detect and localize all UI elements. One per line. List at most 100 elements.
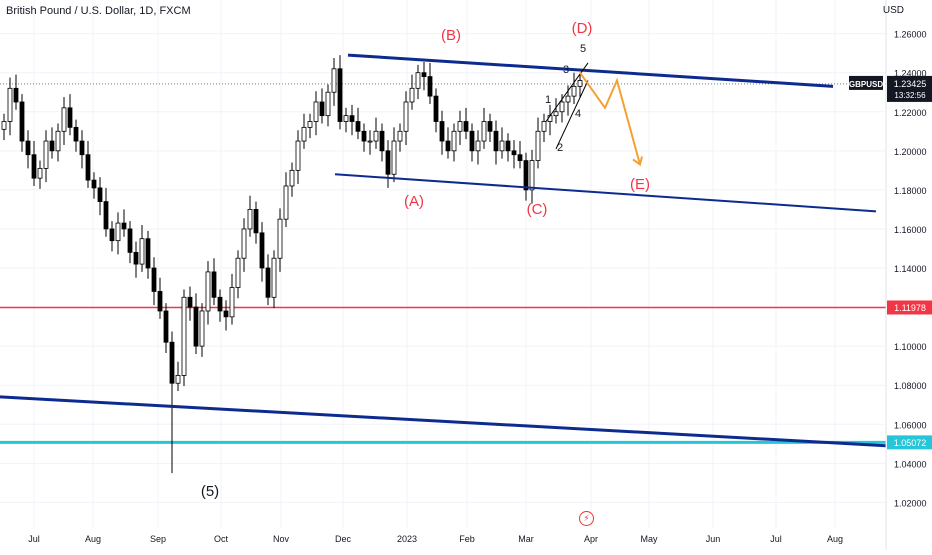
candle-body xyxy=(499,140,505,152)
candle-body xyxy=(391,140,397,175)
candle-body xyxy=(367,140,373,143)
candle-body xyxy=(19,101,25,142)
y-tick-label: 1.20000 xyxy=(894,147,927,157)
candle-body xyxy=(55,130,61,152)
symbol-title: British Pound / U.S. Dollar, 1D, FXCM xyxy=(6,5,191,17)
candle-body xyxy=(553,111,559,117)
candle-body xyxy=(487,121,493,132)
candle-body xyxy=(427,76,433,97)
level-price-label: 1.05072 xyxy=(894,438,927,448)
x-tick-label: Sep xyxy=(150,534,166,544)
candle-body xyxy=(421,72,427,77)
candle-body xyxy=(205,271,211,312)
candle-body xyxy=(559,101,565,113)
candle-body xyxy=(577,80,583,87)
candle-body xyxy=(115,222,121,242)
candle-body xyxy=(97,187,103,202)
symbol-tag-label: GBPUSD xyxy=(849,80,883,89)
wave-label: (D) xyxy=(572,20,593,37)
x-tick-label: Apr xyxy=(584,534,598,544)
candle-body xyxy=(373,130,379,142)
candle-body xyxy=(235,257,241,288)
candle-body xyxy=(217,296,223,312)
y-tick-label: 1.14000 xyxy=(894,264,927,274)
symbol-tag xyxy=(849,75,883,90)
candle-body xyxy=(271,257,277,298)
x-tick-label: Jun xyxy=(706,534,721,544)
candle-body xyxy=(397,130,403,142)
candle-body xyxy=(199,310,205,347)
candle-body xyxy=(241,228,247,259)
lower-channel-line xyxy=(334,173,877,213)
candle-body xyxy=(349,115,355,122)
candle-body xyxy=(265,267,271,298)
candle-body xyxy=(223,310,229,318)
candle-body xyxy=(385,150,391,175)
candle-body xyxy=(151,267,157,292)
projection-path xyxy=(579,72,641,165)
candle-body xyxy=(379,130,385,152)
candle-body xyxy=(1,121,7,130)
x-tick-label: Jul xyxy=(28,534,40,544)
y-tick-label: 1.26000 xyxy=(894,30,927,40)
wave-label: 3 xyxy=(563,64,569,76)
candle-body xyxy=(361,130,367,142)
candle-body xyxy=(433,95,439,122)
candle-body xyxy=(313,101,319,122)
wave-label: (B) xyxy=(441,27,461,44)
candle-body xyxy=(31,154,37,179)
x-tick-label: Dec xyxy=(335,534,352,544)
candle-body xyxy=(463,121,469,132)
candle-body xyxy=(229,287,235,318)
wave-label: 1 xyxy=(545,94,551,106)
current-price-value: 1.23425 xyxy=(894,79,927,89)
candle-body xyxy=(7,87,13,122)
candle-body xyxy=(445,140,451,152)
candle-body xyxy=(409,87,415,103)
candle-body xyxy=(505,140,511,152)
current-price-tag xyxy=(887,75,932,102)
x-tick-label: Jul xyxy=(770,534,782,544)
tradingview-logo-icon[interactable]: ⚡ xyxy=(579,511,594,526)
candle-body xyxy=(139,238,145,265)
candle-body xyxy=(181,296,187,376)
x-tick-label: Aug xyxy=(827,534,843,544)
candle-body xyxy=(43,140,49,169)
x-tick-label: Mar xyxy=(518,534,534,544)
candle-body xyxy=(517,154,523,161)
level-price-label: 1.11978 xyxy=(894,303,926,313)
level-price-tag xyxy=(887,300,932,315)
wedge-lower-line xyxy=(555,80,589,150)
candle-body xyxy=(259,232,265,269)
y-tick-label: 1.08000 xyxy=(894,381,927,391)
y-tick-label: 1.22000 xyxy=(894,108,927,118)
y-tick-label: 1.18000 xyxy=(894,186,927,196)
candle-body xyxy=(565,95,571,103)
candle-body xyxy=(85,154,91,181)
long-term-trend-line xyxy=(0,395,887,448)
x-tick-label: Oct xyxy=(214,534,229,544)
candle-body xyxy=(169,341,175,384)
x-tick-label: May xyxy=(640,534,658,544)
candle-body xyxy=(283,185,289,220)
y-tick-label: 1.06000 xyxy=(894,420,927,430)
candle-body xyxy=(325,91,331,117)
candle-body xyxy=(475,140,481,152)
candle-body xyxy=(307,121,313,128)
candle-body xyxy=(145,238,151,269)
x-tick-label: 2023 xyxy=(397,534,417,544)
y-tick-label: 1.16000 xyxy=(894,225,927,235)
candle-body xyxy=(511,150,517,156)
candle-body xyxy=(103,201,109,230)
candle-body xyxy=(193,306,199,347)
candle-body xyxy=(163,310,169,343)
candle-body xyxy=(535,130,541,161)
candle-body xyxy=(133,251,139,265)
candle-body xyxy=(493,130,499,152)
candle-body xyxy=(469,130,475,152)
candle-body xyxy=(13,87,19,103)
y-tick-label: 1.02000 xyxy=(894,498,927,508)
candle-body xyxy=(25,140,31,156)
